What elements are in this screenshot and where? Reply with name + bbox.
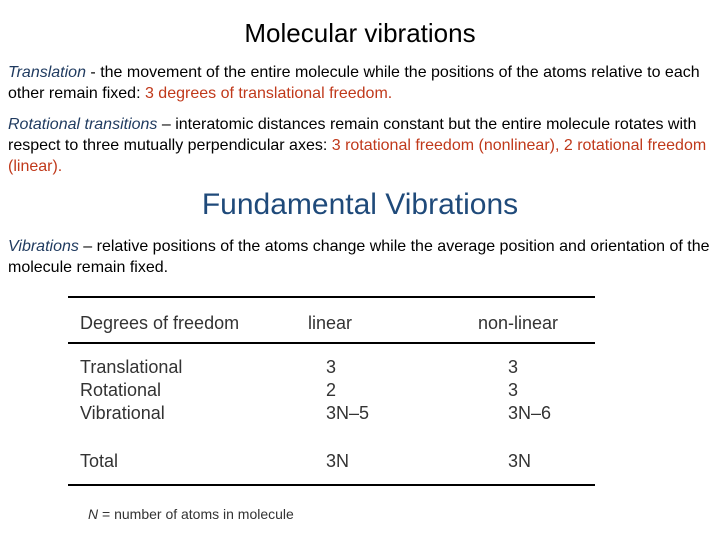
header-degrees: Degrees of freedom xyxy=(80,313,240,333)
footnote-text: = number of atoms in molecule xyxy=(98,506,294,522)
vibrations-text: – relative positions of the atoms change… xyxy=(8,238,710,276)
section-subtitle: Fundamental Vibrations xyxy=(201,188,519,221)
row-translational-nonlinear: 3 xyxy=(508,357,519,377)
table-top-rule xyxy=(68,296,595,298)
translation-text: - the movement of the entire molecule wh… xyxy=(8,64,700,102)
table-footnote: N = number of atoms in molecule xyxy=(88,506,294,522)
row-vibrational-linear: 3N–5 xyxy=(326,403,370,423)
table-header-rule xyxy=(68,342,595,344)
row-vibrational-label: Vibrational xyxy=(80,403,165,423)
header-linear: linear xyxy=(308,313,353,333)
rotation-term: Rotational transitions xyxy=(8,116,158,133)
translation-paragraph: Translation - the movement of the entire… xyxy=(8,62,714,104)
row-translational-label: Translational xyxy=(80,357,183,377)
row-vibrational-nonlinear: 3N–6 xyxy=(508,403,552,423)
translation-term: Translation xyxy=(8,64,86,81)
vibrations-paragraph: Vibrations – relative positions of the a… xyxy=(8,236,714,278)
row-translational-linear: 3 xyxy=(326,357,337,377)
header-nonlinear: non-linear xyxy=(478,313,559,333)
translation-highlight: 3 degrees of translational freedom. xyxy=(144,85,393,102)
row-rotational-label: Rotational xyxy=(80,380,162,400)
row-rotational-nonlinear: 3 xyxy=(508,380,519,400)
rotation-highlight: 3 rotational freedom (nonlinear), 2 rota… xyxy=(8,137,707,175)
vibrations-term: Vibrations xyxy=(8,238,79,255)
rotation-paragraph: Rotational transitions – interatomic dis… xyxy=(8,114,714,177)
row-total-linear: 3N xyxy=(326,451,350,471)
row-total-nonlinear: 3N xyxy=(508,451,532,471)
row-total-label: Total xyxy=(80,451,119,471)
page-title: Molecular vibrations xyxy=(244,18,476,48)
row-rotational-linear: 2 xyxy=(326,380,337,400)
table-bottom-rule xyxy=(68,484,595,486)
footnote-symbol: N xyxy=(88,506,99,522)
rotation-text: – interatomic distances remain constant … xyxy=(8,116,697,154)
